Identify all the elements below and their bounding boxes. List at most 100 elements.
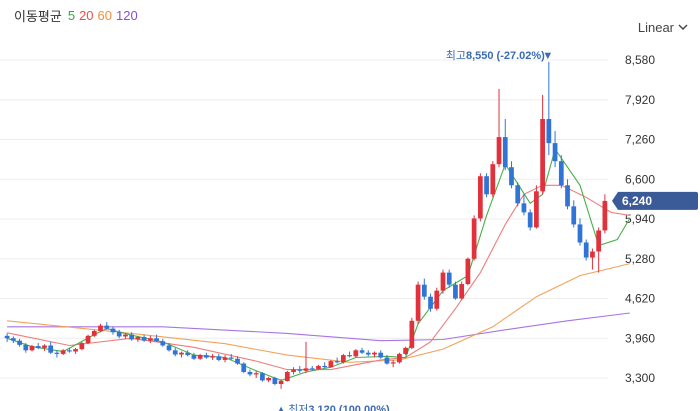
candle[interactable] xyxy=(340,355,346,363)
candle[interactable] xyxy=(266,378,272,381)
candle[interactable] xyxy=(241,363,247,372)
candle[interactable] xyxy=(353,350,359,357)
candle[interactable] xyxy=(141,337,147,341)
candle[interactable] xyxy=(160,341,166,346)
candle[interactable] xyxy=(534,191,539,228)
candle[interactable] xyxy=(210,356,215,358)
candle[interactable] xyxy=(440,272,446,291)
candle[interactable] xyxy=(4,335,10,339)
candle[interactable] xyxy=(166,345,172,351)
candle[interactable] xyxy=(147,338,153,341)
candle[interactable] xyxy=(73,349,78,352)
candle[interactable] xyxy=(372,352,377,355)
candle[interactable] xyxy=(365,352,371,355)
candle[interactable] xyxy=(253,373,259,375)
candle[interactable] xyxy=(322,365,328,368)
candle[interactable] xyxy=(378,352,384,358)
candle[interactable] xyxy=(552,143,558,162)
candle[interactable] xyxy=(29,346,35,351)
candle[interactable] xyxy=(297,369,303,371)
candle[interactable] xyxy=(191,355,197,359)
candle[interactable] xyxy=(409,320,415,348)
candle[interactable] xyxy=(397,353,402,363)
candle[interactable] xyxy=(228,357,234,359)
candle[interactable] xyxy=(421,284,427,297)
candle[interactable] xyxy=(428,296,433,309)
candle[interactable] xyxy=(527,212,533,228)
legend-ma5[interactable]: 5 xyxy=(67,8,76,23)
candle[interactable] xyxy=(197,355,203,359)
candle[interactable] xyxy=(384,357,390,364)
candle[interactable] xyxy=(79,343,85,350)
legend-ma60[interactable]: 60 xyxy=(97,8,113,23)
candle[interactable] xyxy=(110,328,116,333)
candle[interactable] xyxy=(490,164,496,195)
candle[interactable] xyxy=(60,350,66,354)
candle[interactable] xyxy=(465,258,471,285)
candle[interactable] xyxy=(48,345,54,353)
candle[interactable] xyxy=(484,176,489,195)
candle[interactable] xyxy=(172,350,178,355)
candle[interactable] xyxy=(521,203,527,213)
candle[interactable] xyxy=(91,331,97,336)
candle[interactable] xyxy=(558,161,564,186)
candle[interactable] xyxy=(116,332,122,337)
candle[interactable] xyxy=(309,368,315,370)
candle[interactable] xyxy=(260,373,265,381)
candle[interactable] xyxy=(316,365,321,369)
candle[interactable] xyxy=(477,176,483,219)
candle[interactable] xyxy=(509,167,514,186)
candle[interactable] xyxy=(247,371,253,375)
candle[interactable] xyxy=(98,325,103,332)
candle[interactable] xyxy=(179,352,184,355)
candle[interactable] xyxy=(23,344,29,351)
candle[interactable] xyxy=(446,272,452,285)
candle[interactable] xyxy=(123,334,128,337)
legend-ma120[interactable]: 120 xyxy=(116,8,138,23)
candle[interactable] xyxy=(291,369,296,372)
candle[interactable] xyxy=(540,119,545,192)
candle[interactable] xyxy=(359,350,365,353)
candle[interactable] xyxy=(85,335,91,344)
scale-dropdown[interactable]: Linear xyxy=(638,20,688,35)
candle[interactable] xyxy=(42,345,47,348)
candle[interactable] xyxy=(303,368,309,371)
candle[interactable] xyxy=(496,137,502,165)
candle[interactable] xyxy=(546,119,552,144)
candle[interactable] xyxy=(577,224,583,243)
candle[interactable] xyxy=(390,362,396,364)
candle[interactable] xyxy=(347,355,352,357)
candle[interactable] xyxy=(571,206,577,225)
candle[interactable] xyxy=(596,230,602,252)
candle[interactable] xyxy=(565,185,570,207)
candle[interactable] xyxy=(403,347,408,354)
candle[interactable] xyxy=(471,218,477,259)
candle[interactable] xyxy=(284,371,290,382)
candle[interactable] xyxy=(104,325,110,329)
candle[interactable] xyxy=(235,358,240,364)
candle[interactable] xyxy=(459,284,465,299)
candle[interactable] xyxy=(67,350,72,352)
candle[interactable] xyxy=(272,378,278,385)
candle[interactable] xyxy=(135,337,141,340)
candle[interactable] xyxy=(278,381,284,385)
legend-ma20[interactable]: 20 xyxy=(79,8,94,23)
candle[interactable] xyxy=(602,200,608,231)
candle[interactable] xyxy=(204,355,209,358)
candle[interactable] xyxy=(222,357,228,360)
candle[interactable] xyxy=(334,361,340,363)
candle[interactable] xyxy=(502,137,508,168)
candle[interactable] xyxy=(434,290,440,309)
candle[interactable] xyxy=(17,340,22,345)
candle[interactable] xyxy=(216,356,222,360)
candle[interactable] xyxy=(515,185,521,204)
candle[interactable] xyxy=(328,361,334,368)
candle[interactable] xyxy=(10,338,16,341)
candle[interactable] xyxy=(54,352,60,354)
candle[interactable] xyxy=(590,251,595,258)
candle[interactable] xyxy=(583,242,589,258)
candle[interactable] xyxy=(35,346,41,348)
candle[interactable] xyxy=(453,284,458,299)
candle[interactable] xyxy=(185,352,191,356)
